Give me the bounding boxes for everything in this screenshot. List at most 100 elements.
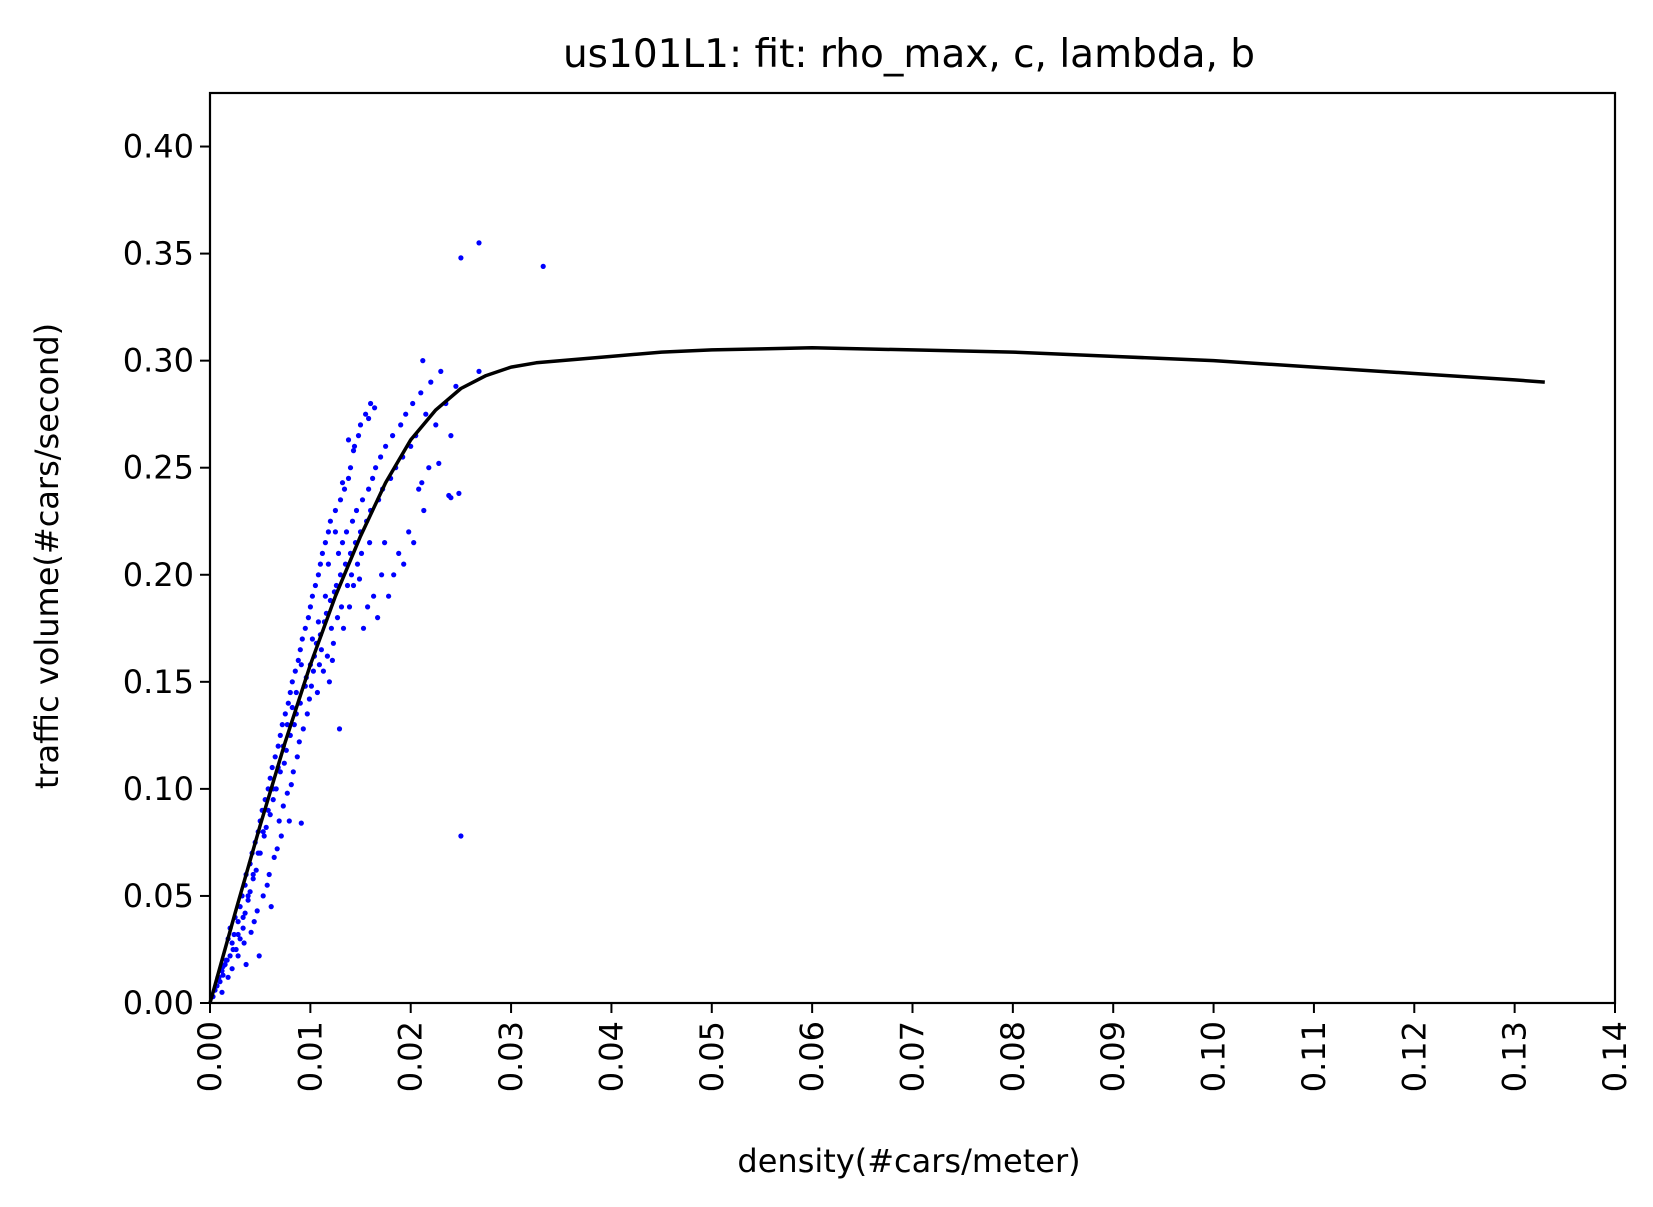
scatter-point (366, 486, 372, 492)
scatter-point (350, 448, 357, 454)
scatter-point (347, 465, 354, 471)
scatter-point (282, 711, 288, 717)
x-tick-label: 0.06 (793, 1021, 831, 1092)
scatter-point (337, 497, 344, 503)
y-tick-label: 0.20 (123, 556, 194, 594)
scatter-point (298, 662, 304, 668)
scatter-point (235, 953, 241, 959)
scatter-point (316, 662, 322, 668)
fit-curve-line (208, 346, 1545, 1004)
scatter-point (383, 443, 389, 449)
scatter-point (476, 368, 482, 374)
scatter-point (310, 668, 316, 674)
scatter-point (458, 833, 464, 839)
scatter-point (401, 561, 407, 567)
scatter-point (279, 722, 285, 728)
scatter-point (305, 615, 311, 621)
scatter-point (225, 974, 231, 980)
x-tick-label: 0.04 (592, 1021, 630, 1092)
scatter-point (280, 803, 286, 809)
scatter-point (309, 593, 315, 599)
scatter-point (229, 940, 235, 946)
scatter-point (253, 867, 259, 873)
scatter-point (245, 893, 251, 899)
scatter-point (322, 593, 328, 599)
scatter-point (230, 946, 236, 953)
scatter-point (219, 989, 225, 995)
plot-area (208, 240, 1545, 1004)
chart-title: us101L1: fit: rho_max, c, lambda, b (563, 32, 1255, 77)
y-axis-ticks: 0.00 0.05 0.10 0.15 0.20 0.25 0.30 0.35 0.40 (123, 128, 210, 1022)
scatter-point (398, 422, 404, 428)
scatter-point (372, 405, 378, 411)
scatter-point (367, 540, 373, 546)
scatter-point (276, 818, 282, 824)
scatter-point (428, 379, 434, 385)
scatter-point (260, 893, 266, 899)
scatter-point (266, 871, 272, 878)
scatter-point (298, 820, 304, 826)
scatter-point (270, 797, 276, 803)
scatter-point (299, 636, 305, 642)
scatter-point (304, 711, 310, 717)
scatter-point (264, 882, 270, 888)
scatter-point (231, 931, 237, 938)
x-tick-label: 0.07 (894, 1021, 932, 1092)
scatter-point (363, 411, 369, 417)
scatter-point (314, 689, 320, 696)
scatter-point (240, 925, 246, 931)
scatter-point (293, 689, 299, 696)
x-tick-label: 0.14 (1596, 1021, 1634, 1092)
scatter-point (272, 754, 278, 760)
x-axis-label: density(#cars/meter) (737, 1142, 1080, 1180)
scatter-point (349, 518, 356, 524)
scatter-point (418, 390, 424, 396)
scatter-point (345, 437, 352, 443)
scatter-point (241, 940, 247, 946)
scatter-point (328, 625, 334, 631)
scatter-point (368, 400, 374, 407)
scatter-point (340, 625, 347, 631)
scatter-point (274, 846, 280, 852)
scatter-point (332, 507, 338, 514)
scatter-point (300, 726, 306, 732)
scatter-point (336, 726, 343, 732)
scatter-point (318, 647, 324, 653)
scatter-point (319, 550, 325, 557)
scatter-point (438, 368, 444, 374)
scatter-point (242, 910, 248, 916)
y-tick-label: 0.35 (123, 235, 194, 273)
scatter-point (351, 443, 358, 449)
scatter-point (260, 829, 266, 835)
scatter-point (339, 540, 346, 546)
scatter-point (324, 653, 330, 659)
scatter-point (420, 358, 426, 364)
x-tick-label: 0.02 (392, 1021, 430, 1092)
scatter-point (315, 619, 321, 625)
x-tick-label: 0.09 (1094, 1021, 1132, 1092)
scatter-point (326, 679, 332, 685)
scatter-point (250, 876, 256, 882)
x-tick-label: 0.03 (492, 1021, 530, 1092)
scatter-point (339, 480, 346, 486)
scatter-point (263, 824, 269, 831)
scatter-point (287, 689, 293, 696)
y-tick-label: 0.30 (123, 342, 194, 380)
scatter-point (391, 572, 397, 578)
scatter-point (271, 854, 277, 861)
scatter-point (320, 668, 326, 674)
scatter-point (375, 615, 381, 621)
scatter-point (403, 411, 409, 417)
scatter-point (237, 936, 243, 942)
scatter-point (227, 953, 233, 959)
scatter-point (250, 871, 256, 878)
scatter-point (306, 696, 312, 702)
scatter-point (341, 486, 348, 492)
scatter-point (327, 518, 333, 524)
scatter-point (290, 769, 296, 775)
scatter-point (269, 764, 275, 771)
scatter-point (309, 636, 315, 642)
scatter-point (251, 919, 257, 925)
y-axis-label: traffic volume(#cars/second) (28, 323, 66, 789)
y-tick-label: 0.00 (123, 984, 194, 1022)
